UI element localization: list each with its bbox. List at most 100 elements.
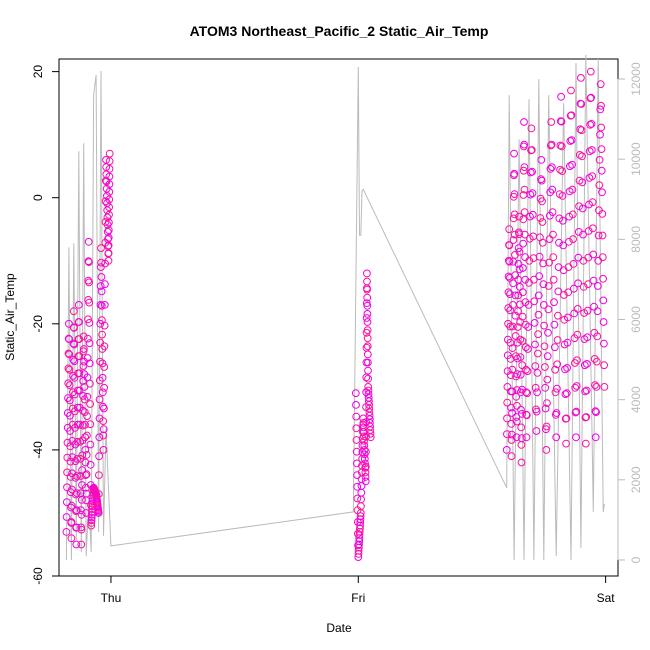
temperature-point [514,260,523,268]
temperature-point [549,275,558,284]
temperature-point [64,394,72,403]
temperature-point [351,389,360,398]
temperature-point [62,498,71,507]
temperature-point [508,365,517,374]
temperature-point [561,390,570,399]
temperature-point [574,279,582,288]
temperature-point [84,315,92,324]
temperature-point [357,488,366,497]
temperature-point [67,501,76,510]
temperature-point [75,335,83,344]
temperature-point [104,233,113,242]
temperature-point [364,358,372,367]
temperature-point [362,447,370,456]
temperature-point [570,309,579,318]
temperature-point [79,332,88,341]
temperature-point [580,361,589,370]
temperature-point [584,253,593,262]
temperature-point [518,337,527,345]
temperature-point [80,408,89,417]
temperature-point [503,430,511,439]
temperature-point [583,360,591,368]
temperature-point [583,306,592,315]
temperature-point [528,210,537,219]
temperature-point [523,367,532,376]
temperature-point [533,388,541,397]
temperature-point [542,422,551,431]
temperature-point [505,225,514,234]
temperature-point [366,429,375,438]
temperature-point [85,339,94,348]
temperature-point [597,123,606,132]
temperature-point [77,525,86,534]
temperature-point [366,433,375,442]
temperature-point [100,404,108,413]
temperature-point [571,383,580,392]
temperature-point [78,481,86,489]
temperature-point [544,282,553,290]
temperature-point [532,427,541,435]
temperature-point [62,513,71,521]
temperature-point [600,339,608,348]
temperature-point [75,369,84,378]
temperature-point [73,455,82,463]
temperature-point [551,365,559,374]
temperature-point [575,151,584,159]
temperature-point [511,332,520,340]
temperature-point [597,101,605,110]
temperature-point [513,401,521,410]
temperature-point [98,373,107,382]
temperature-point [527,146,536,154]
temperature-point [545,258,553,267]
temperature-point [517,423,526,432]
temperature-point [509,214,518,223]
temperature-point [510,230,519,239]
temperature-point [549,253,558,262]
temperature-point [569,235,577,244]
temperature-point [508,409,516,417]
temperature-point [551,388,560,397]
temperature-point [556,141,565,150]
temperature-point [94,509,103,517]
temperature-point [503,414,511,423]
temperature-point [577,74,585,82]
temperature-point [95,452,103,461]
temperature-point [70,357,79,366]
temperature-point [587,93,595,102]
temperature-point [506,290,514,299]
temperature-point [73,420,82,429]
temperature-point [548,185,557,194]
temperature-point [528,189,537,198]
temperature-point [547,140,556,149]
y2-tick-label: 8000 [629,226,643,253]
temperature-point [569,284,578,293]
temperature-point [515,247,524,256]
temperature-point [72,523,81,532]
y-tick-label: -20 [31,315,45,333]
temperature-point [64,364,73,373]
temperature-point [534,291,543,300]
temperature-point [361,468,370,477]
temperature-point [520,163,529,172]
temperature-point [94,490,103,498]
y2-tick-label: 10000 [629,142,643,176]
temperature-point [539,301,548,309]
temperature-point [557,92,565,101]
temperature-point [526,190,535,199]
temperature-point [550,343,559,352]
temperature-point [540,342,549,351]
temperature-point [99,417,108,426]
temperature-point [577,100,586,108]
temperature-point [566,137,575,145]
y2-tick-label: 6000 [629,306,643,333]
temperature-point [512,417,521,426]
temperature-point [72,507,80,516]
temperature-point [538,218,547,226]
temperature-point [572,433,580,442]
temperature-point [583,333,592,342]
temperature-point [70,324,78,332]
temperature-point [593,332,602,341]
temperature-point [519,264,527,272]
temperature-point [508,322,517,331]
temperature-point [557,117,566,126]
